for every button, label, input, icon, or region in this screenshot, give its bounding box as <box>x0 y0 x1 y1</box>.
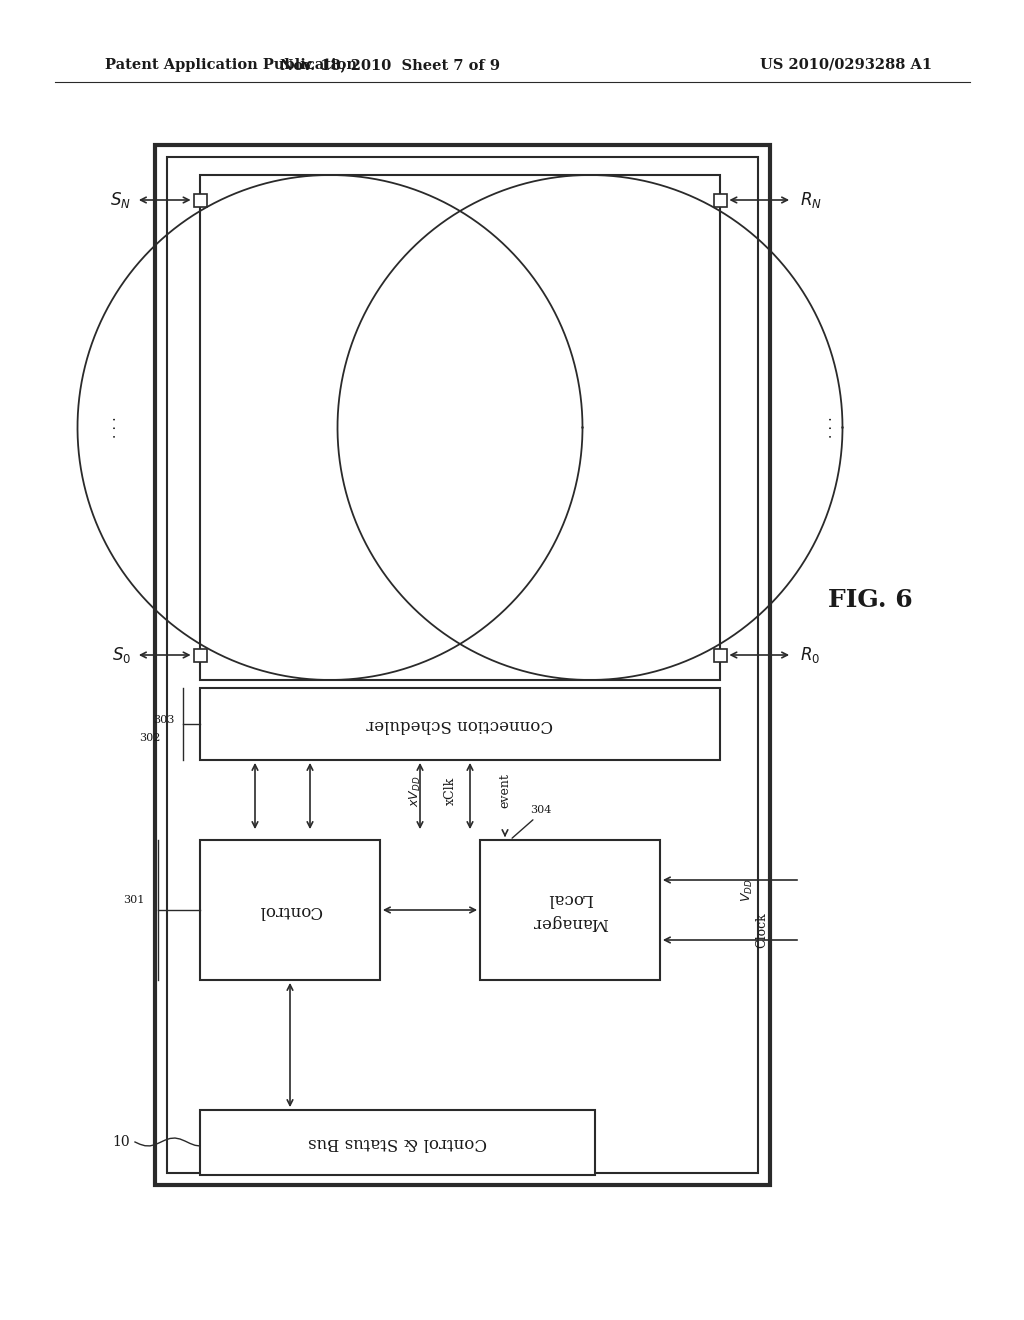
Text: 10: 10 <box>113 1135 130 1148</box>
Text: Patent Application Publication: Patent Application Publication <box>105 58 357 73</box>
Text: $R_N$: $R_N$ <box>800 190 822 210</box>
Bar <box>480 840 660 979</box>
Text: FIG. 6: FIG. 6 <box>827 587 912 612</box>
Bar <box>155 145 770 1185</box>
Text: $S_0$: $S_0$ <box>112 645 131 665</box>
Text: Manager: Manager <box>532 913 608 931</box>
Bar <box>194 648 207 661</box>
Text: Control & Status Bus: Control & Status Bus <box>308 1134 487 1151</box>
Text: Connection Scheduler: Connection Scheduler <box>367 715 553 733</box>
Text: 303: 303 <box>154 715 175 725</box>
Bar <box>200 688 720 760</box>
Bar <box>200 840 380 979</box>
Bar <box>200 176 720 680</box>
Text: US 2010/0293288 A1: US 2010/0293288 A1 <box>760 58 932 73</box>
Text: Local: Local <box>547 890 593 907</box>
Text: 302: 302 <box>138 733 160 743</box>
Bar <box>200 1110 595 1175</box>
Bar <box>714 648 726 661</box>
Text: $S_N$: $S_N$ <box>110 190 131 210</box>
Bar <box>714 194 726 206</box>
Text: Control: Control <box>258 902 322 919</box>
Text: Nov. 18, 2010  Sheet 7 of 9: Nov. 18, 2010 Sheet 7 of 9 <box>280 58 500 73</box>
Bar <box>167 157 758 1173</box>
Text: $V_{DD}$: $V_{DD}$ <box>740 878 755 902</box>
Text: xClk: xClk <box>443 777 457 805</box>
Text: 304: 304 <box>530 805 551 814</box>
Text: 301: 301 <box>124 895 145 906</box>
Text: $xV_{DD}$: $xV_{DD}$ <box>408 775 423 807</box>
Text: $R_0$: $R_0$ <box>800 645 820 665</box>
Text: . . .: . . . <box>821 417 835 438</box>
Text: . . .: . . . <box>105 417 119 438</box>
Bar <box>194 194 207 206</box>
Text: event: event <box>499 774 512 808</box>
Text: Clock: Clock <box>755 912 768 948</box>
